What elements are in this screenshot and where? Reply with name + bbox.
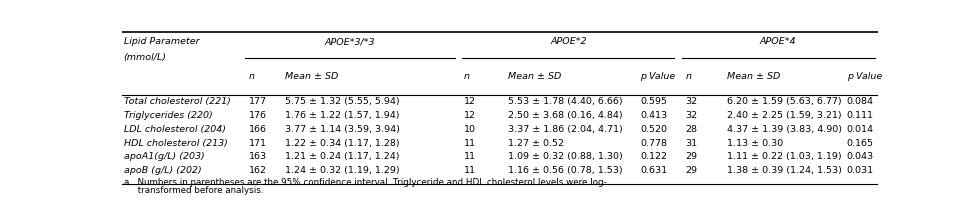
Text: 12: 12	[464, 110, 476, 120]
Text: LDL cholesterol (204): LDL cholesterol (204)	[124, 125, 225, 133]
Text: Triglycerides (220): Triglycerides (220)	[124, 110, 212, 120]
Text: 177: 177	[249, 97, 267, 106]
Text: 0.122: 0.122	[640, 152, 668, 162]
Text: 0.778: 0.778	[640, 139, 668, 147]
Text: 171: 171	[249, 139, 267, 147]
Text: 11: 11	[464, 152, 476, 162]
Text: 28: 28	[685, 125, 698, 133]
Text: 0.413: 0.413	[640, 110, 668, 120]
Text: 1.13 ± 0.30: 1.13 ± 0.30	[727, 139, 784, 147]
Text: n: n	[464, 72, 469, 81]
Text: 0.595: 0.595	[640, 97, 668, 106]
Text: 2.50 ± 3.68 (0.16, 4.84): 2.50 ± 3.68 (0.16, 4.84)	[508, 110, 623, 120]
Text: 0.043: 0.043	[846, 152, 874, 162]
Text: 12: 12	[464, 97, 476, 106]
Text: 3.37 ± 1.86 (2.04, 4.71): 3.37 ± 1.86 (2.04, 4.71)	[508, 125, 623, 133]
Text: APOE*4: APOE*4	[760, 37, 796, 46]
Text: 32: 32	[685, 110, 698, 120]
Text: n: n	[685, 72, 692, 81]
Text: n: n	[249, 72, 255, 81]
Text: p Value: p Value	[640, 72, 675, 81]
Text: 2.40 ± 2.25 (1.59, 3.21): 2.40 ± 2.25 (1.59, 3.21)	[727, 110, 841, 120]
Text: 0.084: 0.084	[846, 97, 874, 106]
Text: 166: 166	[249, 125, 267, 133]
Text: 5.53 ± 1.78 (4.40, 6.66): 5.53 ± 1.78 (4.40, 6.66)	[508, 97, 623, 106]
Text: 32: 32	[685, 97, 698, 106]
Text: 11: 11	[464, 166, 476, 175]
Text: 31: 31	[685, 139, 698, 147]
Text: (mmol/L): (mmol/L)	[124, 53, 167, 62]
Text: Mean ± SD: Mean ± SD	[727, 72, 781, 81]
Text: 176: 176	[249, 110, 267, 120]
Text: 1.16 ± 0.56 (0.78, 1.53): 1.16 ± 0.56 (0.78, 1.53)	[508, 166, 623, 175]
Text: 1.11 ± 0.22 (1.03, 1.19): 1.11 ± 0.22 (1.03, 1.19)	[727, 152, 841, 162]
Text: 1.38 ± 0.39 (1.24, 1.53): 1.38 ± 0.39 (1.24, 1.53)	[727, 166, 842, 175]
Text: 1.21 ± 0.24 (1.17, 1.24): 1.21 ± 0.24 (1.17, 1.24)	[285, 152, 399, 162]
Text: 1.27 ± 0.52: 1.27 ± 0.52	[508, 139, 564, 147]
Text: HDL cholesterol (213): HDL cholesterol (213)	[124, 139, 227, 147]
Text: 3.77 ± 1.14 (3.59, 3.94): 3.77 ± 1.14 (3.59, 3.94)	[285, 125, 399, 133]
Text: Mean ± SD: Mean ± SD	[285, 72, 338, 81]
Text: 0.031: 0.031	[846, 166, 874, 175]
Text: 0.111: 0.111	[846, 110, 874, 120]
Text: transformed before analysis.: transformed before analysis.	[124, 186, 263, 195]
Text: 11: 11	[464, 139, 476, 147]
Text: Total cholesterol (221): Total cholesterol (221)	[124, 97, 230, 106]
Text: 5.75 ± 1.32 (5.55, 5.94): 5.75 ± 1.32 (5.55, 5.94)	[285, 97, 399, 106]
Text: 1.22 ± 0.34 (1.17, 1.28): 1.22 ± 0.34 (1.17, 1.28)	[285, 139, 399, 147]
Text: APOE*3/*3: APOE*3/*3	[325, 37, 376, 46]
Text: 163: 163	[249, 152, 267, 162]
Text: 6.20 ± 1.59 (5.63, 6.77): 6.20 ± 1.59 (5.63, 6.77)	[727, 97, 841, 106]
Text: Mean ± SD: Mean ± SD	[508, 72, 561, 81]
Text: a.  Numbers in parentheses are the 95% confidence interval. Triglyceride and HDL: a. Numbers in parentheses are the 95% co…	[124, 178, 606, 187]
Text: 0.520: 0.520	[640, 125, 668, 133]
Text: APOE*2: APOE*2	[550, 37, 587, 46]
Text: 162: 162	[249, 166, 267, 175]
Text: 1.24 ± 0.32 (1.19, 1.29): 1.24 ± 0.32 (1.19, 1.29)	[285, 166, 399, 175]
Text: 29: 29	[685, 152, 698, 162]
Text: 1.09 ± 0.32 (0.88, 1.30): 1.09 ± 0.32 (0.88, 1.30)	[508, 152, 623, 162]
Text: Lipid Parameter: Lipid Parameter	[124, 37, 199, 46]
Text: 0.014: 0.014	[846, 125, 874, 133]
Text: 0.165: 0.165	[846, 139, 874, 147]
Text: 29: 29	[685, 166, 698, 175]
Text: 4.37 ± 1.39 (3.83, 4.90): 4.37 ± 1.39 (3.83, 4.90)	[727, 125, 842, 133]
Text: 10: 10	[464, 125, 476, 133]
Text: 0.631: 0.631	[640, 166, 668, 175]
Text: apoA1(g/L) (203): apoA1(g/L) (203)	[124, 152, 204, 162]
Text: p Value: p Value	[846, 72, 882, 81]
Text: apoB (g/L) (202): apoB (g/L) (202)	[124, 166, 201, 175]
Text: 1.76 ± 1.22 (1.57, 1.94): 1.76 ± 1.22 (1.57, 1.94)	[285, 110, 399, 120]
